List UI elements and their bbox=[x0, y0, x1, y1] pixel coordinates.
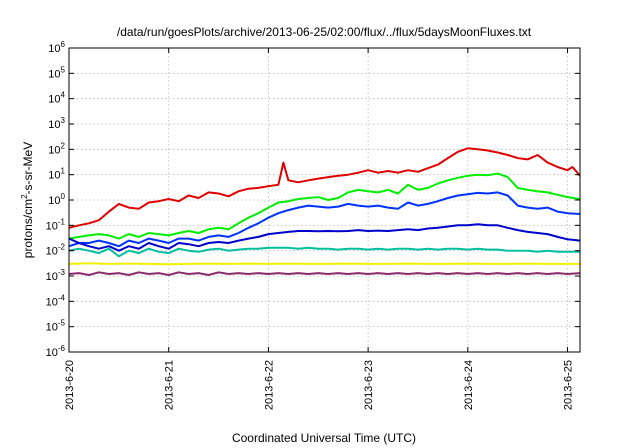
y-tick-base: 10 bbox=[46, 220, 58, 232]
y-axis-label-part2: -s-sr-MeV bbox=[21, 142, 35, 195]
y-tick-label: 106 bbox=[48, 40, 65, 55]
y-tick-base: 10 bbox=[46, 271, 58, 283]
series-line-1 bbox=[68, 147, 581, 229]
y-tick-label: 10-5 bbox=[46, 319, 66, 334]
y-tick-base: 10 bbox=[46, 246, 58, 258]
y-tick-label: 10-1 bbox=[46, 217, 66, 232]
y-tick-base: 10 bbox=[48, 94, 60, 106]
y-tick-exponent: -3 bbox=[58, 268, 66, 277]
y-tick-exponent: -4 bbox=[58, 293, 66, 302]
y-tick-base: 10 bbox=[48, 144, 60, 156]
y-tick-exponent: 5 bbox=[61, 65, 66, 74]
y-tick-exponent: 2 bbox=[61, 141, 66, 150]
series-line-5 bbox=[68, 246, 580, 258]
y-tick-exponent: 3 bbox=[61, 116, 66, 125]
y-tick-label: 105 bbox=[48, 65, 65, 80]
y-tick-exponent: 6 bbox=[61, 40, 66, 49]
y-tick-label: 101 bbox=[48, 167, 65, 182]
x-tick-label: 2013-6-23 bbox=[363, 360, 375, 410]
y-tick-base: 10 bbox=[48, 170, 60, 182]
y-tick-label: 104 bbox=[48, 91, 65, 106]
y-tick-base: 10 bbox=[48, 119, 60, 131]
plot-series bbox=[68, 147, 581, 276]
y-tick-exponent: 0 bbox=[61, 192, 66, 201]
y-tick-label: 103 bbox=[48, 116, 65, 131]
y-axis-label-sup: 2 bbox=[20, 194, 29, 199]
x-tick-label: 2013-6-24 bbox=[463, 360, 475, 410]
x-tick-label: 2013-6-22 bbox=[263, 360, 275, 410]
y-axis-ticks: 10610510410310210110010-110-210-310-410-… bbox=[46, 40, 580, 359]
y-tick-exponent: -6 bbox=[58, 344, 66, 353]
y-tick-label: 10-2 bbox=[46, 243, 66, 258]
y-tick-exponent: -5 bbox=[58, 319, 66, 328]
x-tick-label: 2013-6-21 bbox=[164, 360, 176, 410]
y-tick-label: 10-6 bbox=[46, 344, 66, 359]
y-tick-exponent: 4 bbox=[61, 91, 66, 100]
series-line-2 bbox=[68, 172, 581, 240]
y-axis-label-part1: protons/cm bbox=[21, 199, 35, 258]
y-tick-base: 10 bbox=[46, 347, 58, 359]
y-tick-label: 10-3 bbox=[46, 268, 66, 283]
y-tick-exponent: 1 bbox=[61, 167, 66, 176]
series-line-7 bbox=[68, 271, 581, 276]
x-axis-ticks: 2013-6-20 2013-6-21 2013-6-22 2013-6-23 2013… bbox=[64, 48, 575, 410]
y-tick-base: 10 bbox=[46, 322, 58, 334]
y-tick-label: 100 bbox=[48, 192, 65, 207]
chart-title: /data/run/goesPlots/archive/2013-06-25/0… bbox=[117, 25, 532, 39]
series-line-4 bbox=[68, 223, 581, 252]
series-line-6 bbox=[68, 262, 580, 266]
y-tick-exponent: -1 bbox=[58, 217, 66, 226]
y-tick-base: 10 bbox=[46, 296, 58, 308]
x-tick-label: 2013-6-20 bbox=[64, 360, 76, 410]
x-axis-label: Coordinated Universal Time (UTC) bbox=[232, 431, 416, 445]
y-tick-label: 10-4 bbox=[46, 293, 66, 308]
y-tick-exponent: -2 bbox=[58, 243, 66, 252]
x-tick-label: 2013-6-25 bbox=[563, 360, 575, 410]
y-tick-base: 10 bbox=[48, 43, 60, 55]
y-tick-label: 102 bbox=[48, 141, 65, 156]
y-axis-label: protons/cm2-s-sr-MeV bbox=[20, 142, 35, 258]
series-line-3 bbox=[68, 191, 581, 248]
y-tick-base: 10 bbox=[48, 195, 60, 207]
y-tick-base: 10 bbox=[48, 68, 60, 80]
